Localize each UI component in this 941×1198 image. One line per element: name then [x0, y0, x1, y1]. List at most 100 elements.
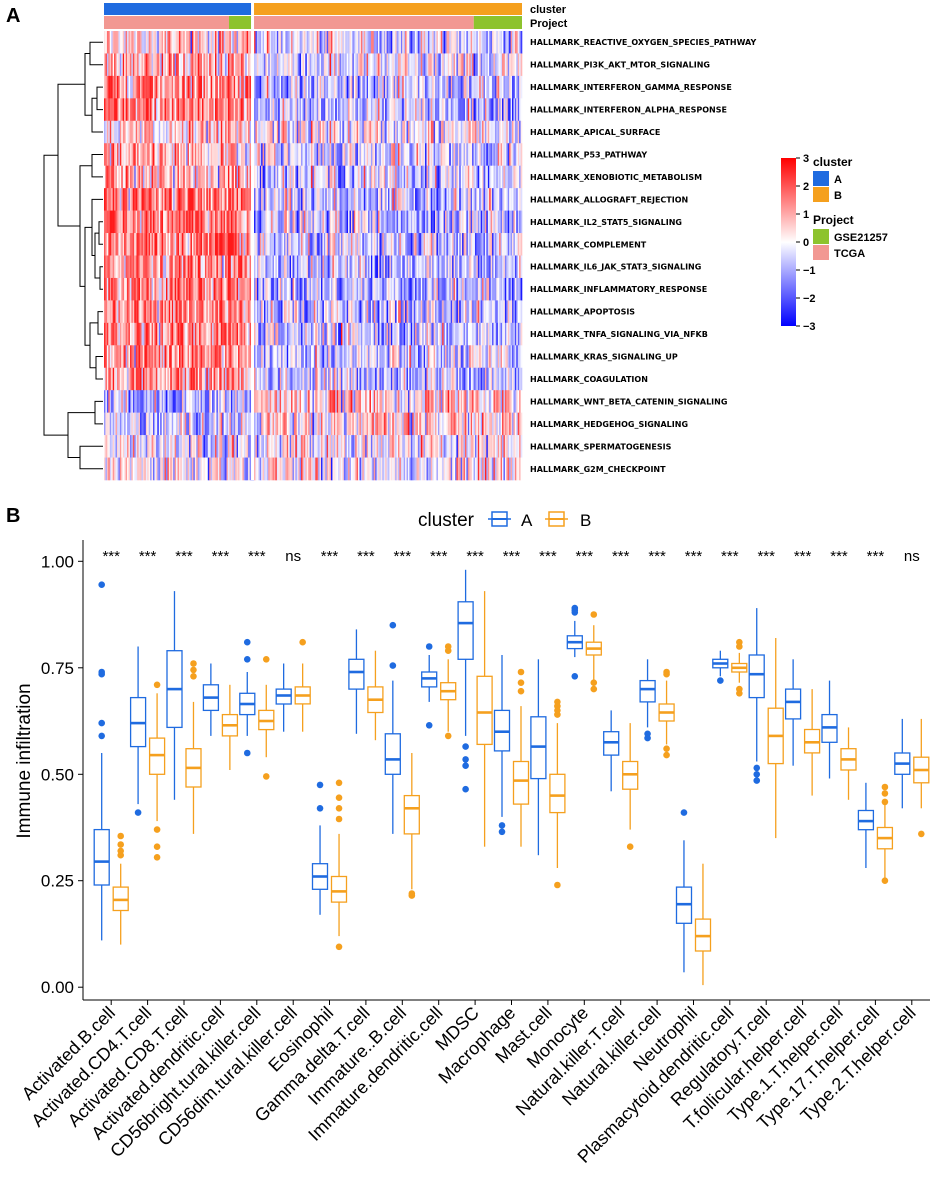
heatmap-cell	[151, 165, 154, 189]
heatmap-cell	[209, 165, 211, 189]
heatmap-cell	[407, 98, 410, 122]
heatmap-cell	[487, 255, 490, 279]
heatmap-cell	[111, 143, 113, 166]
heatmap-cell	[389, 120, 392, 144]
heatmap-cell	[516, 120, 519, 144]
heatmap-cell	[507, 143, 510, 166]
heatmap-cell	[108, 390, 111, 413]
heatmap-cell	[122, 412, 125, 436]
heatmap-cell	[342, 345, 345, 369]
heatmap-cell	[269, 233, 272, 256]
heatmap-cell	[138, 277, 141, 301]
heatmap-cell	[416, 255, 419, 279]
heatmap-cell	[108, 98, 111, 122]
heatmap-cell	[383, 75, 386, 99]
heatmap-cell	[423, 255, 426, 279]
heatmap-cell	[319, 120, 322, 144]
heatmap-cell	[443, 233, 446, 256]
heatmap-cell	[393, 120, 396, 144]
heatmap-cell	[420, 210, 423, 234]
heatmap-cell	[232, 120, 235, 144]
heatmap-cell	[269, 165, 272, 189]
heatmap-cell	[509, 300, 511, 324]
heatmap-cell	[158, 98, 161, 122]
heatmap-cell	[199, 322, 201, 346]
heatmap-cell	[265, 277, 268, 301]
heatmap-cell	[483, 367, 486, 391]
heatmap-cell	[213, 53, 216, 77]
heatmap-cell	[322, 345, 325, 369]
heatmap-cell	[358, 31, 360, 54]
heatmap-cell	[373, 53, 376, 77]
heatmap-cell	[489, 31, 491, 54]
heatmap-cell	[427, 188, 430, 211]
heatmap-cell	[116, 165, 119, 189]
heatmap-cell	[455, 75, 457, 99]
heatmap-cell	[472, 188, 474, 211]
heatmap-cell	[276, 367, 279, 391]
heatmap-cell	[506, 31, 509, 54]
heatmap-cell	[153, 300, 155, 324]
heatmap-cell	[311, 165, 313, 189]
heatmap-cell	[151, 75, 154, 99]
heatmap-cell	[276, 31, 279, 54]
heatmap-cell	[119, 210, 122, 234]
heatmap-cell	[151, 345, 154, 369]
heatmap-cell	[469, 277, 471, 301]
heatmap-cell	[127, 322, 129, 346]
heatmap-cell	[279, 53, 282, 77]
heatmap-cell	[199, 98, 201, 122]
heatmap-cell	[412, 210, 414, 234]
heatmap-cell	[509, 277, 511, 301]
heatmap-cell	[503, 53, 506, 77]
heatmap-cell	[279, 277, 282, 301]
heatmap-cell	[232, 390, 235, 413]
heatmap-cell	[410, 98, 413, 122]
heatmap-cell	[390, 31, 393, 54]
heatmap-cell	[417, 165, 420, 189]
heatmap-cell	[181, 300, 184, 324]
heatmap-cell	[116, 390, 119, 413]
heatmap-cell	[225, 75, 227, 99]
heatmap-cell	[373, 120, 376, 144]
heatmap-cell	[167, 233, 170, 256]
heatmap-cell	[124, 210, 126, 234]
heatmap-cell	[396, 210, 399, 234]
heatmap-cell	[302, 120, 305, 144]
heatmap-cell	[474, 31, 477, 54]
heatmap-cell	[366, 120, 369, 144]
heatmap-cell	[512, 143, 514, 166]
heatmap-cell	[127, 31, 129, 54]
heatmap-cell	[464, 120, 467, 144]
heatmap-cell	[427, 143, 430, 166]
heatmap-cell	[342, 233, 345, 256]
heatmap-cell	[105, 255, 108, 279]
heatmap-cell	[254, 143, 256, 166]
heatmap-cell	[245, 53, 247, 77]
heatmap-cell	[340, 143, 343, 166]
heatmap-cell	[362, 255, 365, 279]
heatmap-cell	[128, 188, 131, 211]
heatmap-cell	[445, 53, 447, 77]
heatmap-cell	[352, 277, 355, 301]
heatmap-cell	[157, 345, 160, 369]
heatmap-cell	[489, 367, 491, 391]
heatmap-cell	[379, 210, 382, 234]
heatmap-cell	[425, 120, 427, 144]
heatmap-cell	[432, 98, 434, 122]
heatmap-cell	[403, 143, 406, 166]
heatmap-cell	[281, 31, 283, 54]
heatmap-cell	[193, 322, 196, 346]
heatmap-cell	[512, 188, 514, 211]
heatmap-cell	[178, 390, 181, 413]
heatmap-cell	[214, 300, 217, 324]
heatmap-cell	[178, 300, 181, 324]
heatmap-cell	[108, 188, 111, 211]
heatmap-cell	[285, 165, 288, 189]
heatmap-cell	[150, 165, 152, 189]
heatmap-cell	[258, 188, 261, 211]
heatmap-cell	[269, 188, 272, 211]
heatmap-cell	[193, 188, 196, 211]
heatmap-cell	[464, 233, 467, 256]
heatmap-cell	[239, 345, 242, 369]
